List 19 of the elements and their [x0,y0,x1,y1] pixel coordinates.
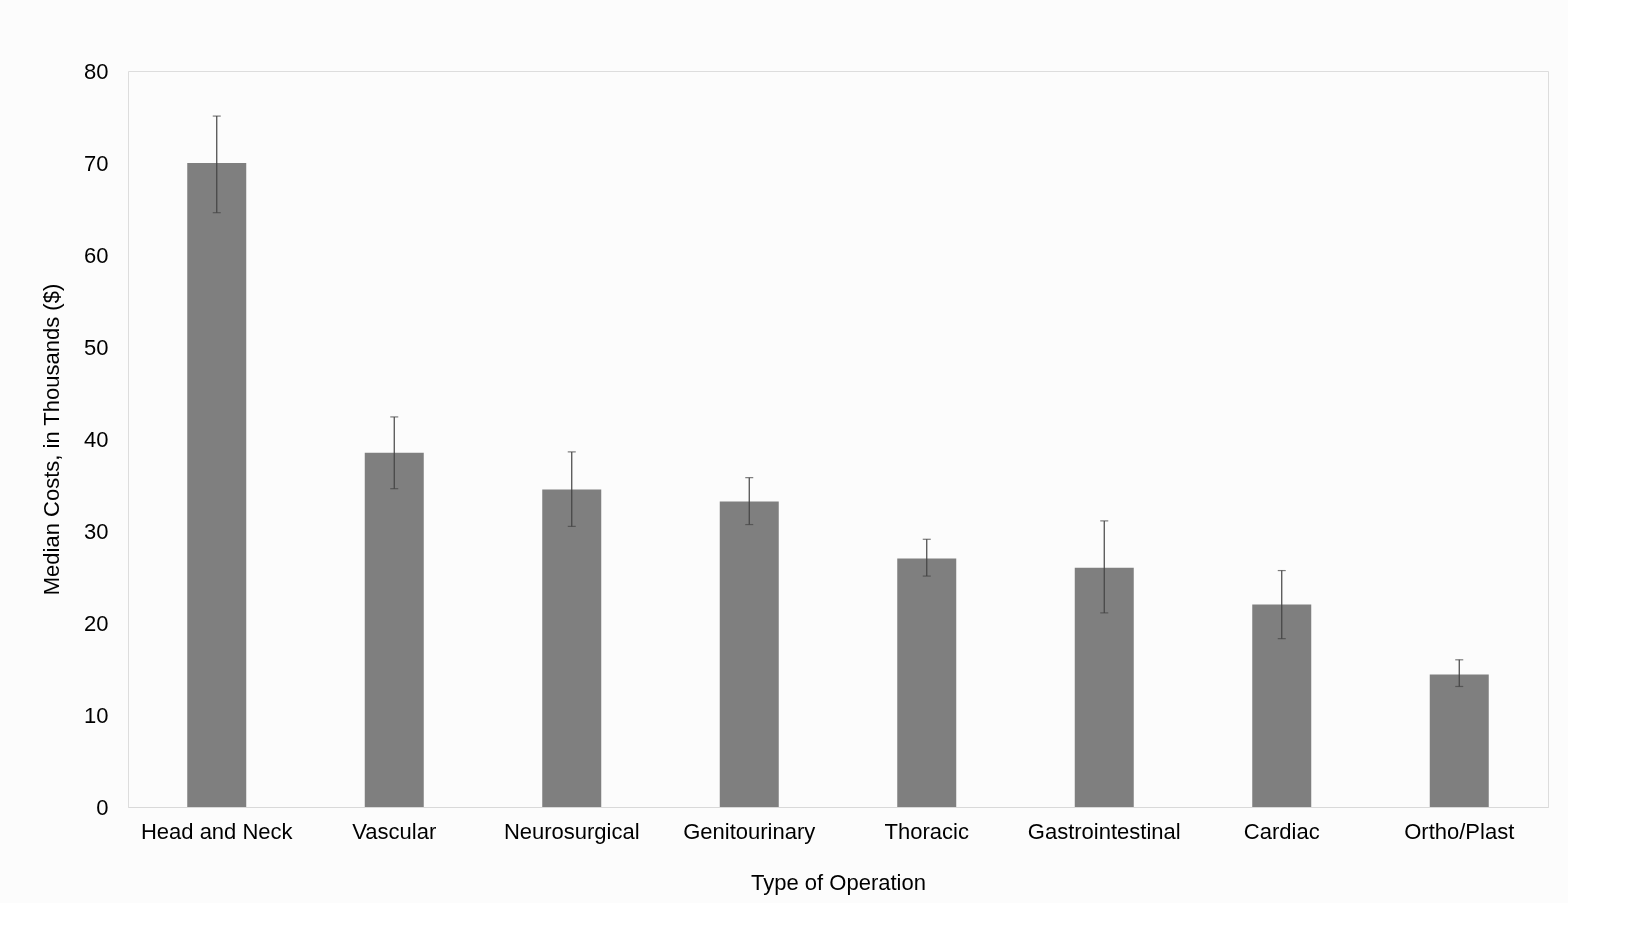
x-tick-label: Thoracic [884,818,969,844]
y-tick-label: 40 [84,426,109,452]
x-tick-label: Genitourinary [683,818,816,844]
y-tick-label: 20 [84,610,109,636]
x-tick-label: Vascular [352,818,437,844]
y-tick-label: 30 [84,518,109,544]
x-tick-label: Head and Neck [140,818,294,844]
y-tick-label: 10 [84,702,109,728]
y-tick-label: 60 [84,242,109,268]
y-axis-title: Median Costs, in Thousands ($) [39,283,65,596]
y-tick-label: 0 [96,794,109,820]
y-tick-label: 70 [84,150,109,176]
x-tick-label: Neurosurgical [503,818,640,844]
y-tick-label: 80 [84,58,109,84]
x-tick-label: Cardiac [1243,818,1320,844]
x-tick-label: Gastrointestinal [1027,818,1181,844]
x-tick-label: Ortho/Plast [1404,818,1515,844]
x-axis-title: Type of Operation [751,869,926,895]
y-tick-label: 50 [84,334,109,360]
